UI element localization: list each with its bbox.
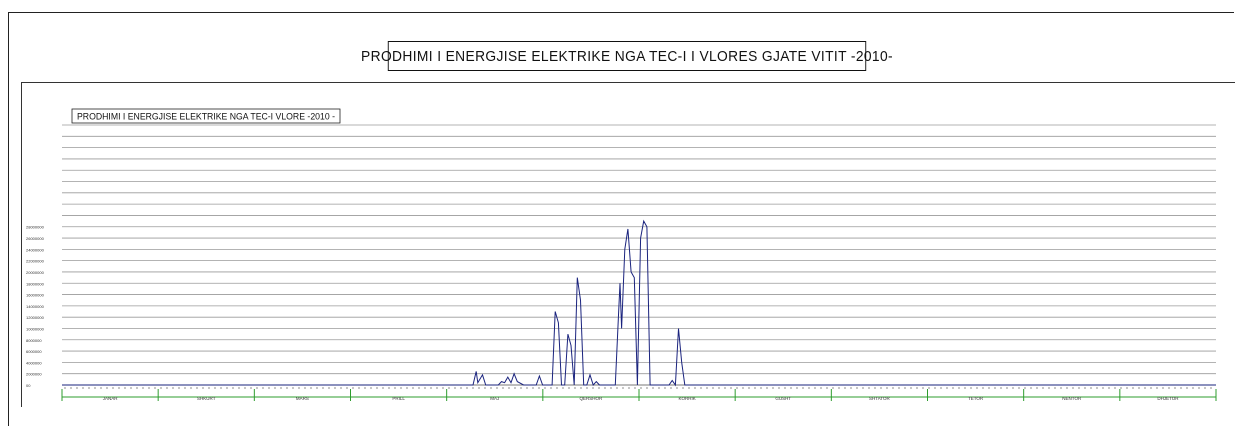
y-tick-label: 26000000 <box>26 236 45 241</box>
y-tick-label: 24000000 <box>26 247 45 252</box>
y-tick-label: 12000000 <box>26 315 45 320</box>
month-label: NENTOR <box>1062 396 1082 401</box>
y-tick-label: 8000000 <box>26 338 42 343</box>
month-label: QERSHOR <box>580 396 604 401</box>
month-label: MAJ <box>490 396 499 401</box>
chart-title-box <box>71 108 341 124</box>
y-tick-label: 18000000 <box>26 281 45 286</box>
month-label: JANAR <box>103 396 119 401</box>
series-line <box>62 219 1216 387</box>
y-tick-label: 6000000 <box>26 349 42 354</box>
y-tick-label: 20000000 <box>26 270 45 275</box>
y-tick-label: 16000000 <box>26 293 45 298</box>
month-label: DHJETOR <box>1157 396 1179 401</box>
month-label: SHKURT <box>197 396 216 401</box>
y-tick-label: 22000000 <box>26 259 45 264</box>
y-tick-label: 4000000 <box>26 360 42 365</box>
y-tick-label: 10000000 <box>26 326 45 331</box>
month-label: GUSHT <box>775 396 791 401</box>
chart-panel: 00 2000000 4000000 6000000 8000000 10000000 12… <box>21 82 1235 407</box>
month-label: TETOR <box>968 396 984 401</box>
chart-canvas: 00 2000000 4000000 6000000 8000000 10000000 12… <box>26 108 1217 401</box>
chart-title: PRODHIMI I ENERGJISE ELEKTRIKE NGA TEC-I… <box>77 112 335 123</box>
y-tick-label: 14000000 <box>26 304 45 309</box>
y-tick-label: 28000000 <box>26 225 45 230</box>
sheet-frame <box>8 12 1234 426</box>
y-tick-label: 00 <box>26 383 31 388</box>
sheet-title: PRODHIMI I ENERGJISE ELEKTRIKE NGA TEC-I… <box>361 41 893 71</box>
y-tick-label: 2000000 <box>26 372 42 377</box>
month-label: KORRIK <box>678 396 695 401</box>
month-label: MARS <box>296 396 309 401</box>
month-label: PRILL <box>392 396 405 401</box>
month-label: SHTATOR <box>869 396 891 401</box>
